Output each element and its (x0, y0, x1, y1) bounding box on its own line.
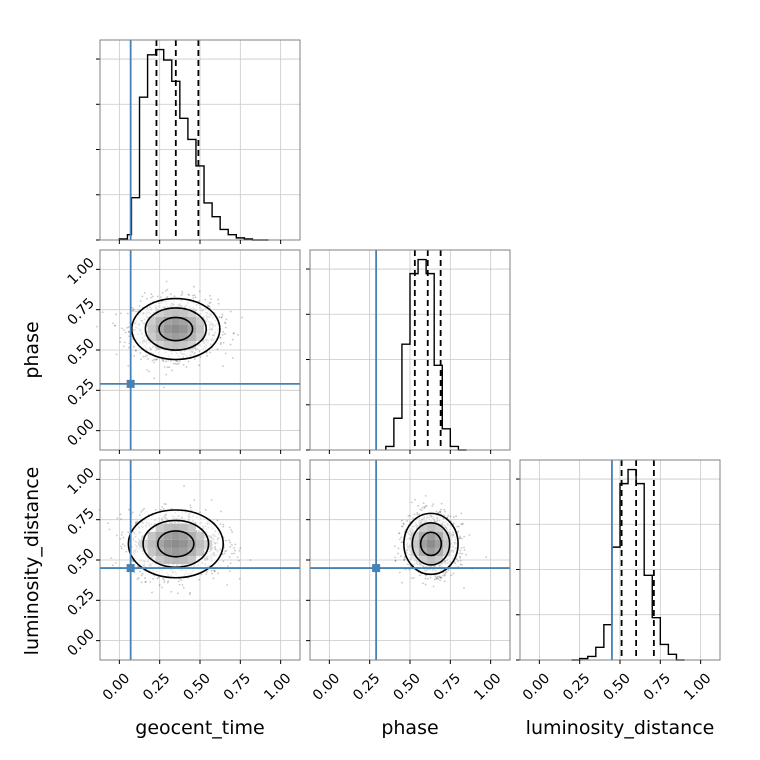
x-axis-label-phase: phase (381, 717, 438, 739)
x-tick-label: 0.00 (520, 670, 553, 703)
histogram-panel-phase (306, 249, 511, 454)
y-tick-label: 1.00 (64, 465, 97, 498)
contour-line (158, 316, 194, 342)
contour-line (156, 530, 195, 558)
x-tick-label: 0.25 (140, 670, 173, 703)
truth-marker (126, 564, 135, 573)
histogram-step (571, 468, 685, 661)
truth-marker (372, 564, 381, 573)
contour-line (419, 531, 443, 557)
histogram-panel-luminosity-distance: 0.00 0.25 0.50 0.75 1.00 (516, 459, 721, 704)
x-axis-label-luminosity-distance: luminosity_distance (526, 717, 715, 739)
x-tick-label: 0.75 (221, 670, 254, 703)
scatter-panel-geocent-time-vs-phase: 0.00 0.25 0.50 0.75 1.00 (64, 249, 301, 454)
y-tick-label: 1.00 (64, 255, 97, 288)
y-tick-label: 0.00 (64, 416, 97, 449)
scatter-panel-geocent-time-vs-luminosity-distance: 0.00 0.25 0.50 0.75 1.000.000.250.500.751.00 (64, 459, 301, 704)
x-tick-label: 0.25 (350, 670, 383, 703)
y-axis-label-phase: phase (21, 321, 43, 378)
x-tick-label: 0.25 (560, 670, 593, 703)
histogram-step (385, 258, 467, 451)
x-tick-label: 0.00 (310, 670, 343, 703)
x-axis-label-geocent-time: geocent_time (135, 717, 264, 739)
y-tick-label: 0.25 (64, 586, 97, 619)
x-tick-label: 0.75 (641, 670, 674, 703)
contour-line (411, 522, 451, 566)
x-tick-label: 0.50 (390, 670, 423, 703)
histogram-panel-geocent-time (96, 39, 301, 244)
y-tick-label: 0.75 (64, 505, 97, 538)
x-tick-label: 0.50 (600, 670, 633, 703)
truth-marker (126, 379, 135, 388)
x-tick-label: 1.00 (261, 670, 294, 703)
scatter-panel-phase-vs-luminosity-distance: 0.00 0.25 0.50 0.75 1.00 (306, 459, 511, 704)
y-tick-label: 0.25 (64, 376, 97, 409)
y-tick-label: 0.50 (64, 545, 97, 578)
x-tick-label: 0.75 (431, 670, 464, 703)
y-tick-label: 0.00 (64, 626, 97, 659)
x-tick-label: 1.00 (471, 670, 504, 703)
y-axis-label-luminosity-distance: luminosity_distance (21, 467, 43, 656)
histogram-step (118, 48, 269, 241)
x-tick-label: 0.50 (180, 670, 213, 703)
y-tick-label: 0.50 (64, 335, 97, 368)
x-tick-label: 0.00 (100, 670, 133, 703)
contour-line (144, 307, 208, 351)
y-tick-label: 0.75 (64, 295, 97, 328)
x-tick-label: 1.00 (681, 670, 714, 703)
